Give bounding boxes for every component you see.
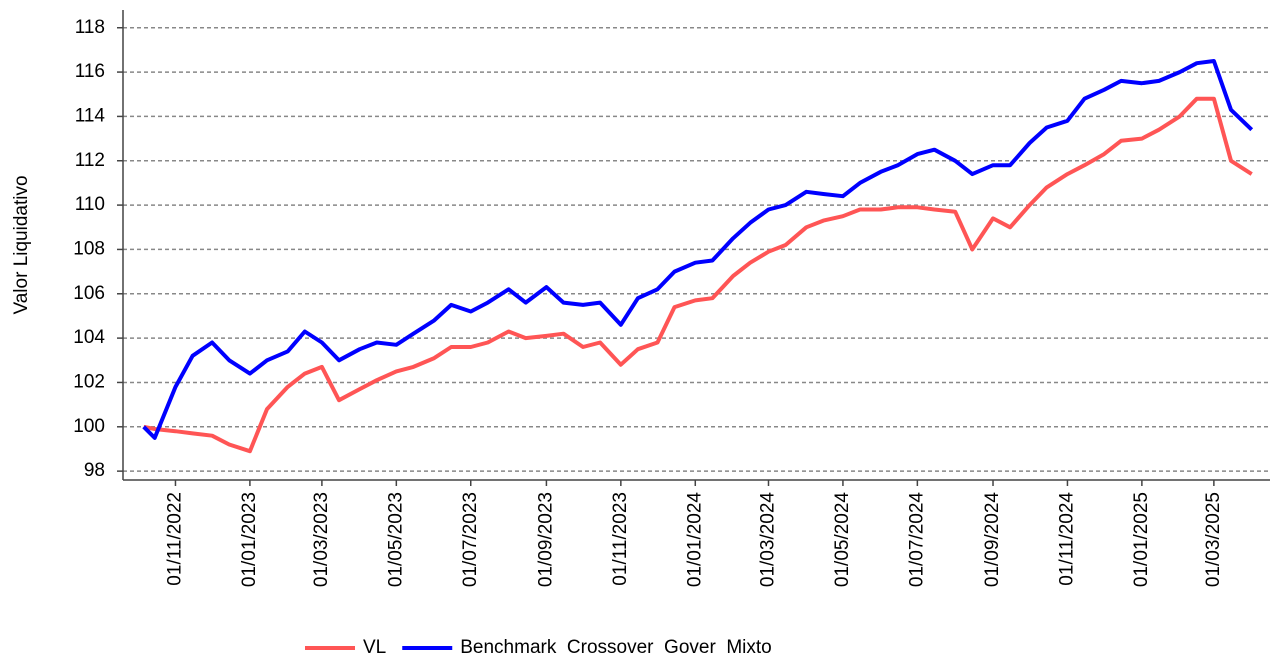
y-axis-label: Valor Liquidativo (11, 175, 32, 314)
x-tick-label: 01/09/2024 (982, 492, 1003, 588)
x-tick-label: 01/11/2022 (164, 492, 185, 586)
x-tick-label: 01/11/2023 (610, 492, 631, 586)
x-tick-label: 01/05/2023 (385, 492, 406, 587)
x-tick-label: 01/05/2024 (832, 492, 853, 588)
y-tick-label: 108 (73, 238, 105, 259)
y-tick-label: 118 (75, 17, 105, 38)
series-line (142, 59, 1254, 440)
x-tick-label: 01/01/2025 (1131, 492, 1152, 587)
legend-label: VL (363, 637, 386, 658)
y-tick-label: 98 (84, 460, 105, 481)
x-tick-label: 01/07/2024 (906, 492, 927, 588)
x-tick-label: 01/09/2023 (535, 492, 556, 587)
series-line (143, 96, 1253, 454)
y-tick-label: 114 (75, 105, 106, 126)
y-tick-label: 112 (75, 150, 105, 171)
x-tick-label: 01/01/2024 (684, 492, 705, 588)
y-tick-label: 100 (73, 416, 105, 437)
x-tick-label: 01/07/2023 (460, 492, 481, 587)
y-tick-label: 104 (73, 327, 105, 348)
y-tick-label: 110 (75, 194, 105, 215)
x-tick-label: 01/03/2023 (311, 492, 332, 587)
x-tick-label: 01/03/2025 (1203, 492, 1224, 587)
x-tick-label: 01/11/2024 (1056, 492, 1077, 586)
legend-label: Benchmark Crossover Gover Mixto (460, 637, 771, 658)
y-tick-label: 116 (75, 61, 105, 82)
x-tick-label: 01/03/2024 (758, 492, 779, 588)
y-tick-label: 102 (73, 371, 105, 392)
x-tick-label: 01/01/2023 (239, 492, 260, 587)
y-tick-label: 106 (73, 283, 105, 304)
